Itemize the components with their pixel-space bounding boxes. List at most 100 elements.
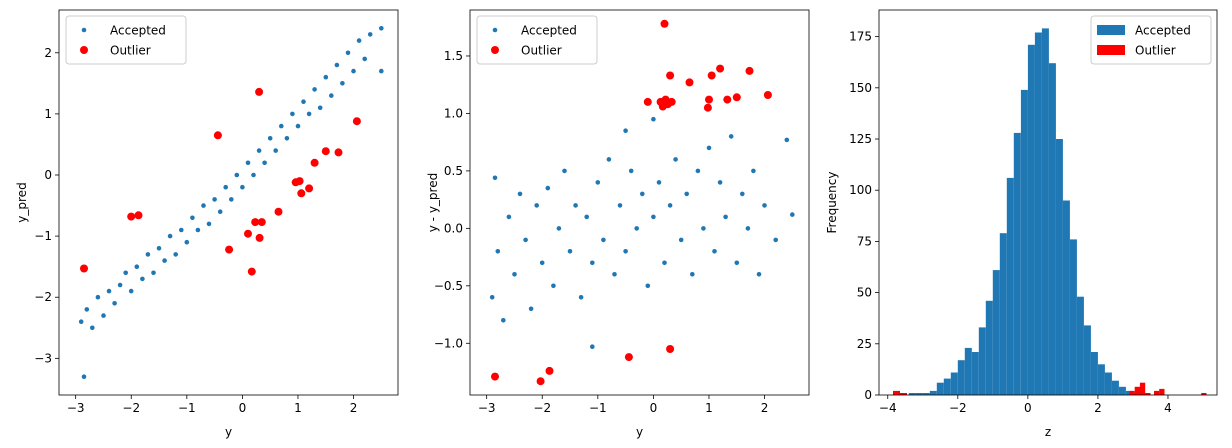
accepted-point [117, 282, 123, 288]
histogram-bar [1041, 28, 1049, 396]
outlier-point [536, 377, 545, 386]
accepted-point [640, 191, 645, 197]
accepted-point [262, 160, 267, 166]
accepted-point [723, 214, 728, 220]
histogram-bar [1034, 32, 1042, 395]
histogram-bar [964, 347, 972, 395]
accepted-point [90, 325, 95, 331]
outlier-bar [1134, 386, 1140, 395]
outlier-point [257, 218, 266, 227]
accepted-point [684, 191, 689, 197]
y-tick-label: 1 [44, 107, 52, 121]
x-axis-label: y [225, 425, 232, 439]
series-outlier [80, 87, 361, 276]
accepted-point [562, 168, 567, 174]
y-axis-label: Frequency [825, 172, 839, 234]
series-accepted [908, 28, 1147, 396]
legend-box [476, 15, 598, 65]
y-tick-label: 2 [44, 46, 52, 60]
outlier-point [667, 97, 676, 106]
plot-area [893, 28, 1207, 396]
accepted-point [539, 260, 545, 266]
accepted-point [695, 168, 701, 174]
legend: Accepted Outlier [65, 15, 187, 65]
accepted-point [190, 215, 195, 221]
y-axis: 0 25 50 75 100 125 150 175 [849, 30, 879, 402]
legend-label: Outlier [110, 44, 151, 58]
x-tick-label: −2 [949, 401, 967, 415]
accepted-point [173, 252, 178, 257]
outlier-point [255, 233, 264, 242]
outlier-point [707, 71, 716, 80]
outlier-point [352, 117, 361, 126]
outlier-point [274, 207, 283, 216]
histogram-bar [971, 352, 979, 395]
outlier-point [127, 212, 136, 221]
x-tick-label: 0 [239, 401, 247, 415]
accepted-point [784, 137, 790, 143]
accepted-point [745, 226, 751, 231]
chart-panel-3: −4 −2 0 2 4 0 25 50 75 100 125 150 175 z Frequency Acce… [825, 9, 1218, 439]
accepted-point [351, 68, 356, 74]
outlier-point [716, 64, 725, 73]
histogram-bar [929, 390, 937, 395]
y-tick-label: 0 [864, 388, 872, 402]
outlier-point [660, 19, 669, 28]
outlier-point [703, 103, 712, 112]
accepted-point [651, 116, 656, 122]
outlier-point [251, 218, 260, 227]
histogram-bar [950, 372, 958, 395]
accepted-point [279, 123, 284, 129]
x-tick-label: −1 [178, 401, 196, 415]
accepted-point [329, 93, 334, 98]
histogram-bar [943, 378, 951, 395]
series-outlier [893, 382, 1207, 395]
outlier-point [705, 95, 713, 104]
histogram-bar [1090, 352, 1098, 395]
accepted-point [656, 180, 662, 185]
accepted-point [95, 294, 101, 300]
accepted-point [206, 221, 212, 227]
y-tick-label: 175 [849, 30, 872, 44]
histogram-bar [915, 393, 923, 395]
accepted-point [229, 197, 234, 202]
histogram-bar [1104, 372, 1112, 395]
accepted-point [123, 270, 128, 276]
outlier-bar [1139, 382, 1146, 395]
accepted-point [251, 172, 256, 178]
histogram-bar [1118, 386, 1126, 395]
outlier-bar [1145, 393, 1151, 395]
y-tick-label: 1.5 [444, 49, 463, 63]
histogram-bar [1083, 325, 1091, 395]
accepted-point [184, 239, 190, 245]
outlier-point [334, 148, 343, 157]
x-axis: −4 −2 0 2 4 [879, 395, 1172, 415]
accepted-point [267, 136, 273, 141]
accepted-point [162, 258, 167, 263]
legend: Accepted Outlier [1090, 15, 1212, 65]
accepted-point [201, 203, 206, 208]
accepted-point [506, 214, 512, 220]
accepted-point [145, 252, 151, 257]
accepted-point [617, 203, 623, 208]
outlier-point [297, 189, 306, 198]
y-axis-label: y_pred [15, 182, 29, 222]
histogram-bar [922, 393, 930, 395]
histogram-bar [1076, 296, 1084, 395]
histogram-bar [1048, 63, 1056, 395]
outlier-point [624, 353, 633, 362]
x-axis: −3 −2 −1 0 1 2 [478, 395, 769, 415]
outlier-point [666, 345, 675, 353]
x-tick-label: −3 [478, 401, 496, 415]
x-tick-label: 2 [761, 401, 769, 415]
y-tick-label: 50 [857, 286, 872, 300]
accepted-point [379, 26, 384, 31]
accepted-point [556, 226, 562, 231]
series-accepted [78, 26, 384, 380]
accepted-point [101, 313, 106, 318]
y-tick-label: 100 [849, 183, 872, 197]
axes-frame [469, 9, 810, 396]
legend-marker [492, 27, 498, 33]
chart-panel-2: −3 −2 −1 0 1 2 −1.0 −0.5 0.0 0.5 1.0 1.5 y y - y_pred… [426, 9, 810, 439]
outlier-point [255, 87, 264, 96]
